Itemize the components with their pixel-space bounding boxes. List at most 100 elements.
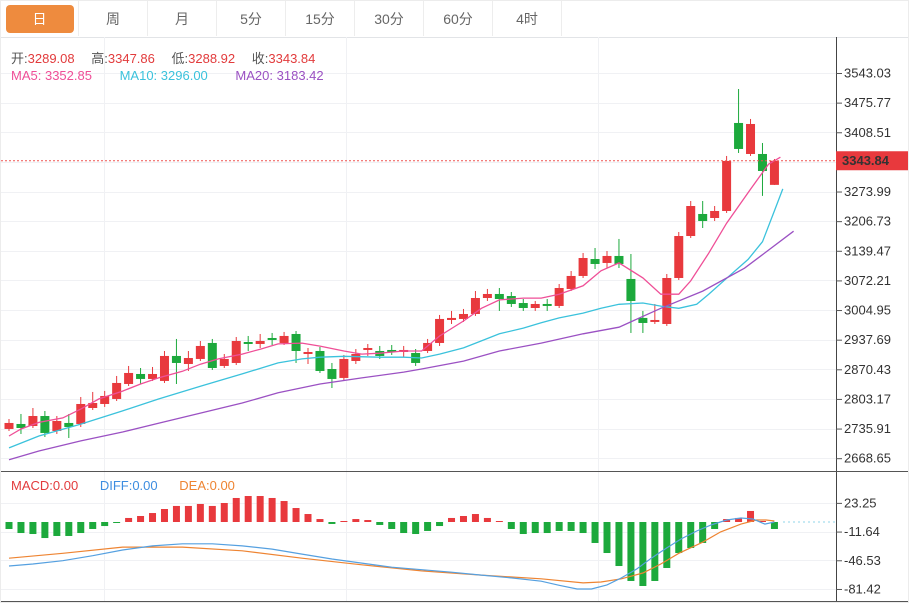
macd-bar — [651, 522, 659, 581]
macd-bar — [41, 522, 49, 539]
macd-bar — [208, 505, 216, 522]
macd-bar — [555, 522, 563, 531]
candle — [387, 349, 397, 353]
tab-weekly[interactable]: 周 — [79, 1, 148, 36]
macd-bar — [483, 517, 491, 522]
candle — [746, 123, 756, 154]
macd-bar — [220, 502, 228, 522]
candle — [602, 255, 612, 263]
tab-monthly[interactable]: 月 — [148, 1, 217, 36]
macd-bar — [376, 522, 384, 525]
candle — [28, 416, 38, 427]
timeframe-tab-bar: 日 周 月 5分 15分 30分 60分 4时 — [1, 1, 908, 38]
macd-bar — [244, 496, 252, 522]
macd-bar — [591, 522, 599, 543]
macd-bar — [412, 522, 420, 535]
candle — [52, 420, 62, 431]
macd-axis-label: 23.25 — [844, 495, 877, 510]
candle — [219, 358, 229, 366]
candle — [662, 277, 672, 324]
price-axis-label: 3004.95 — [844, 303, 891, 318]
macd-bar — [735, 517, 743, 522]
macd-bar — [519, 522, 527, 535]
current-price-badge-text: 3343.84 — [842, 153, 890, 168]
candle — [494, 293, 504, 300]
tab-daily[interactable]: 日 — [1, 1, 79, 36]
price-axis-label: 2870.43 — [844, 362, 891, 377]
price-chart[interactable]: 3543.03 3475.77 3408.51 3273.99 3206.73 3139.… — [1, 37, 909, 471]
macd-bar — [675, 522, 683, 554]
macd-bar — [340, 521, 348, 522]
macd-bar — [149, 513, 157, 522]
ma10-line — [8, 188, 784, 449]
macd-bar — [29, 522, 37, 535]
candle — [183, 357, 193, 364]
candle — [171, 355, 181, 363]
macd-bar — [160, 509, 168, 522]
price-axis-label: 3408.51 — [844, 125, 891, 140]
ma5-line — [8, 156, 781, 437]
candle — [734, 122, 744, 149]
price-axis-label: 3139.47 — [844, 243, 891, 258]
tab-15min[interactable]: 15分 — [286, 1, 355, 36]
macd-bar — [543, 522, 551, 534]
macd-axis-label: -81.42 — [844, 581, 881, 596]
candle — [566, 275, 576, 289]
macd-bar — [184, 505, 192, 522]
macd-bar — [316, 519, 324, 522]
macd-bar — [471, 514, 479, 522]
diff-line — [8, 517, 775, 590]
candle — [470, 297, 480, 314]
candle — [159, 355, 169, 381]
candles-layer — [4, 89, 779, 438]
candle — [590, 259, 600, 264]
macd-bar — [663, 522, 671, 568]
price-axis-label: 3273.99 — [844, 184, 891, 199]
price-axis-label: 2735.91 — [844, 421, 891, 436]
tab-5min[interactable]: 5分 — [217, 1, 286, 36]
macd-bar — [53, 522, 61, 536]
macd-bar — [256, 496, 264, 522]
candle — [100, 395, 110, 404]
macd-bar — [280, 501, 288, 522]
candle — [64, 422, 74, 427]
macd-bar — [101, 522, 109, 527]
price-axis-label: 3543.03 — [844, 66, 891, 81]
macd-bar — [424, 522, 432, 531]
macd-bar — [699, 522, 707, 543]
price-axis-label: 2937.69 — [844, 332, 891, 347]
macd-bar — [615, 522, 623, 567]
tab-30min[interactable]: 30分 — [355, 1, 424, 36]
candle — [243, 342, 253, 344]
candle — [578, 257, 588, 276]
candle — [88, 402, 98, 408]
macd-bar — [113, 522, 121, 523]
candle — [530, 303, 540, 308]
candle — [195, 345, 205, 359]
tab-4hour[interactable]: 4时 — [493, 1, 562, 36]
candle — [16, 423, 26, 428]
macd-bar — [89, 522, 97, 529]
price-axis-label: 2668.65 — [844, 451, 891, 466]
candle — [757, 153, 767, 171]
macd-bar — [328, 522, 336, 524]
macd-bar — [364, 520, 372, 522]
macd-bar — [352, 519, 360, 522]
candle — [363, 347, 373, 350]
ma20-line — [8, 230, 794, 461]
macd-bar — [304, 514, 312, 522]
macd-bar — [292, 508, 300, 522]
macd-bar — [758, 521, 766, 522]
current-price-badge — [836, 151, 908, 171]
tab-60min[interactable]: 60分 — [424, 1, 493, 36]
macd-bar — [77, 522, 85, 534]
macd-bar — [232, 497, 240, 522]
candle — [207, 342, 217, 368]
candle — [231, 340, 241, 363]
macd-bar — [567, 522, 575, 531]
macd-chart[interactable]: 23.25 -11.64 -46.53 -81.42 — [1, 471, 909, 603]
candle — [542, 303, 552, 306]
candle — [148, 373, 158, 379]
dea-line — [8, 519, 775, 584]
candle — [267, 337, 277, 340]
